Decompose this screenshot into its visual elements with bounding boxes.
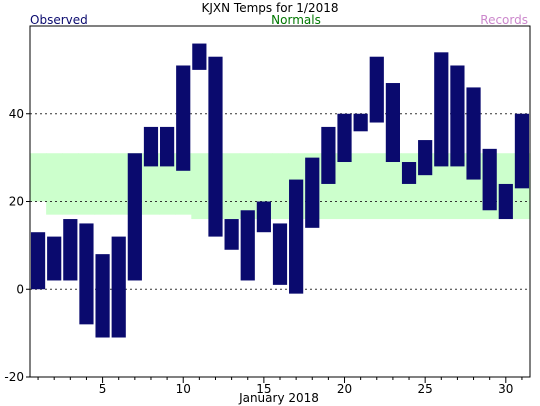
observed-bar-day-27 <box>450 65 465 167</box>
y-tick-label: -20 <box>4 370 24 384</box>
chart-title: KJXN Temps for 1/2018 <box>202 1 339 15</box>
observed-bar-day-28 <box>466 87 481 180</box>
normals-band-day-21 <box>352 153 370 220</box>
normals-band-day-2 <box>46 153 63 215</box>
y-tick-label: 40 <box>9 107 24 121</box>
observed-bar-day-17 <box>289 179 304 294</box>
observed-bar-day-29 <box>482 148 497 211</box>
normals-band-day-22 <box>368 153 386 220</box>
normals-band-day-14 <box>239 153 257 220</box>
y-tick-label: 20 <box>9 195 24 209</box>
observed-bar-day-4 <box>79 223 94 325</box>
observed-bar-day-5 <box>95 254 110 338</box>
normals-band-day-20 <box>336 153 354 220</box>
x-tick-label: 10 <box>176 382 191 396</box>
normals-band-day-11 <box>191 153 209 220</box>
observed-bar-day-8 <box>143 126 159 167</box>
legend-records: Records <box>480 13 528 27</box>
normals-band-day-6 <box>110 153 128 215</box>
observed-bar-day-23 <box>385 83 400 163</box>
x-tick-label: 25 <box>418 382 433 396</box>
observed-bar-day-12 <box>208 56 223 237</box>
normals-band-day-26 <box>433 153 450 220</box>
observed-bar-day-26 <box>434 52 449 167</box>
normals-band-day-8 <box>142 153 160 215</box>
x-tick-label: 15 <box>256 382 271 396</box>
x-axis-label: January 2018 <box>238 391 319 405</box>
observed-bar-day-10 <box>176 65 191 171</box>
observed-bar-day-3 <box>63 219 78 281</box>
legend-normals: Normals <box>271 13 321 27</box>
normals-band-day-23 <box>384 153 402 220</box>
observed-bar-day-9 <box>160 126 175 167</box>
x-tick-label: 5 <box>99 382 107 396</box>
normals-band-day-13 <box>223 153 241 220</box>
observed-bar-day-22 <box>369 56 384 123</box>
plot-area: -20 0 20 40 5 10 15 20 25 30 <box>4 25 531 396</box>
observed-bar-day-24 <box>401 162 417 184</box>
observed-bar-day-19 <box>321 126 336 184</box>
y-tick-label: 0 <box>16 282 24 296</box>
legend-observed: Observed <box>30 13 88 27</box>
observed-bar-day-31 <box>514 113 530 189</box>
normals-band-day-3 <box>62 153 79 215</box>
observed-bar-day-30 <box>498 183 513 220</box>
normals-band-day-5 <box>94 153 112 215</box>
observed-bar-day-1 <box>30 232 46 290</box>
observed-bar-day-13 <box>224 219 239 250</box>
observed-bar-day-20 <box>337 113 352 163</box>
observed-bar-day-6 <box>111 236 126 338</box>
x-tick-label: 20 <box>337 382 352 396</box>
observed-bar-day-2 <box>47 236 62 281</box>
observed-bar-day-18 <box>305 157 320 228</box>
normals-band-day-4 <box>78 153 96 215</box>
observed-bar-day-14 <box>240 210 255 281</box>
observed-bar-day-16 <box>272 223 288 285</box>
observed-bar-day-21 <box>353 113 368 132</box>
normals-band-day-1 <box>30 153 47 202</box>
observed-bar-day-11 <box>192 43 207 70</box>
observed-bar-day-7 <box>127 153 142 281</box>
observed-bar-day-25 <box>418 140 433 176</box>
normals-band-day-27 <box>449 153 467 220</box>
normals-band-day-9 <box>159 153 176 215</box>
x-tick-label: 30 <box>498 382 513 396</box>
observed-bar-day-15 <box>256 201 271 233</box>
normals-band-day-16 <box>271 153 289 220</box>
